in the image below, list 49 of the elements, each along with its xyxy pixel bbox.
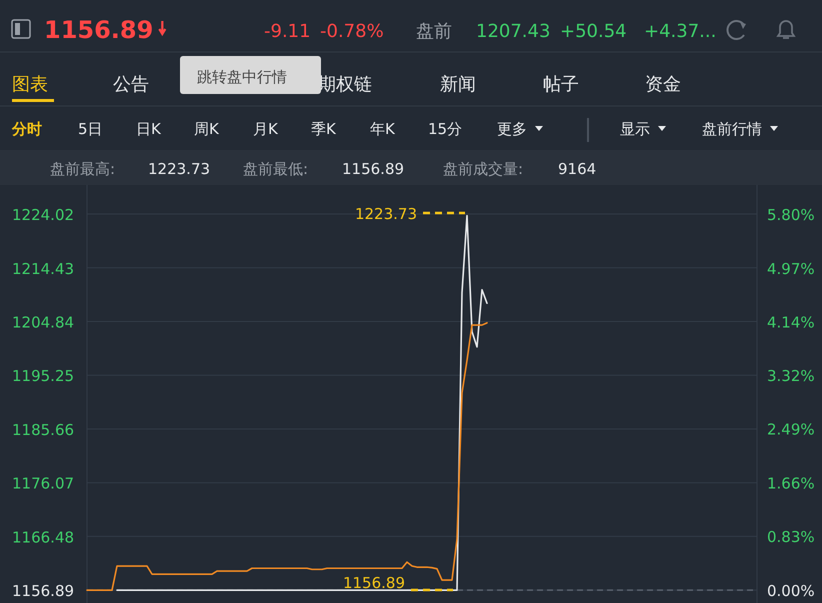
y-tick-label: 1176.07	[12, 474, 74, 493]
y2-tick-label: 0.00%	[767, 582, 815, 600]
text: 图表	[12, 74, 48, 95]
text: 1156.89	[44, 16, 154, 44]
text: 显示	[620, 120, 650, 138]
text: +4.37...	[644, 21, 716, 42]
y2-tick-label: 2.49%	[767, 420, 815, 439]
y-tick-label: 1204.84	[12, 313, 74, 332]
text: 日K	[136, 120, 162, 138]
text: 新闻	[440, 74, 476, 95]
text: -0.78%	[320, 21, 384, 42]
line-series	[86, 322, 488, 591]
y2-tick-label: 5.80%	[767, 206, 815, 224]
text: 1156.89	[342, 160, 404, 178]
y-tick-label: 1185.66	[12, 420, 74, 439]
text: 分时	[11, 120, 42, 138]
text: 盘前最低:	[243, 160, 308, 178]
y-tick-label: 1156.89	[12, 582, 74, 600]
text: +50.54	[560, 21, 627, 42]
text: 公告	[113, 74, 149, 95]
annotation: 1223.73	[354, 205, 417, 223]
text: 1223.73	[148, 160, 210, 178]
y2-tick-label: 4.14%	[767, 314, 815, 332]
y-tick-label: 1224.02	[12, 206, 74, 224]
text: 跳转盘中行情	[197, 68, 287, 86]
text: 盘前最高:	[50, 160, 116, 178]
text: 5日	[78, 120, 103, 138]
text: 帖子	[543, 74, 579, 95]
text: 年K	[370, 120, 396, 138]
text: 资金	[645, 74, 681, 95]
y-tick-label: 1195.25	[12, 367, 74, 386]
text: 盘前	[416, 21, 452, 42]
y2-tick-label: 3.32%	[767, 366, 815, 385]
text: 9164	[558, 160, 596, 178]
text: 更多	[497, 120, 527, 138]
text: 盘前行情	[702, 120, 762, 138]
text: 周K	[194, 120, 220, 138]
text: 季K	[311, 120, 337, 138]
text: 月K	[253, 120, 279, 138]
y-tick-label: 1166.48	[12, 528, 74, 546]
annotation: 1156.89	[342, 574, 405, 592]
y2-tick-label: 1.66%	[767, 474, 815, 492]
text: 1207.43	[476, 21, 550, 42]
y2-tick-label: 4.97%	[767, 260, 815, 278]
text: -9.11	[264, 21, 311, 42]
y2-tick-label: 0.83%	[767, 528, 815, 546]
text: 盘前成交量:	[443, 160, 524, 178]
text: 15分	[428, 120, 462, 138]
y-tick-label: 1214.43	[12, 260, 74, 278]
